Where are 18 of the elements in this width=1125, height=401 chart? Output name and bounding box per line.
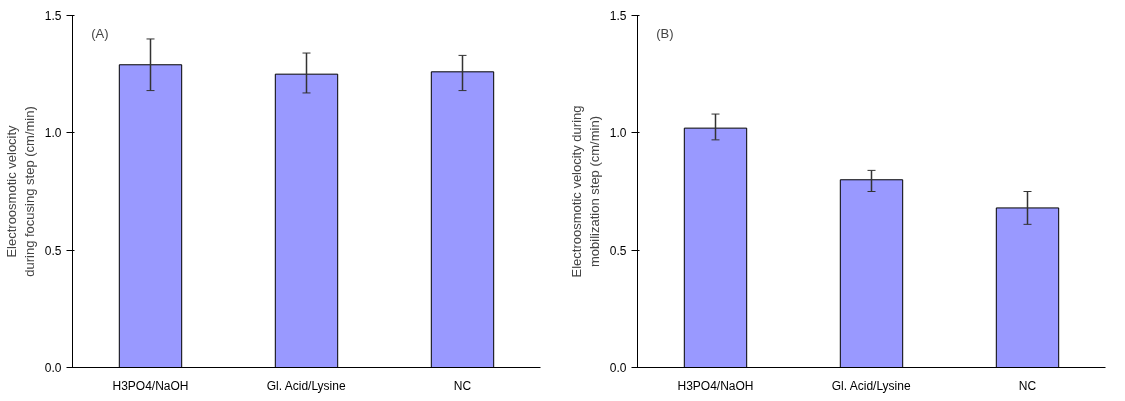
x-tick-label: Gl. Acid/Lysine xyxy=(831,378,911,393)
x-tick-label: NC xyxy=(453,378,472,393)
y-tick-label: 1.0 xyxy=(44,126,62,141)
x-tick-label: H3PO4/NaOH xyxy=(112,378,189,393)
x-tick-label: H3PO4/NaOH xyxy=(677,378,754,393)
y-axis-title: Electroosmotic velocity during focusing step (cm/min) xyxy=(3,106,37,277)
y-tick-label: 1.0 xyxy=(609,126,627,141)
annotation: (B) xyxy=(656,25,674,41)
annotation: (A) xyxy=(91,25,109,41)
x-tick-label: NC xyxy=(1018,378,1037,393)
y-tick-label: 1.5 xyxy=(44,9,62,23)
y-tick-label: 0.5 xyxy=(609,243,627,258)
y-tick-label: 0.5 xyxy=(44,243,62,258)
x-tick-label: Gl. Acid/Lysine xyxy=(266,378,346,393)
y-tick-label: 0.0 xyxy=(44,361,62,375)
y-tick-label: 1.5 xyxy=(609,9,627,23)
y-axis-title: Electroosmotic velocity during mobilization step (cm/min) xyxy=(568,105,602,278)
y-tick-label: 0.0 xyxy=(609,361,627,375)
